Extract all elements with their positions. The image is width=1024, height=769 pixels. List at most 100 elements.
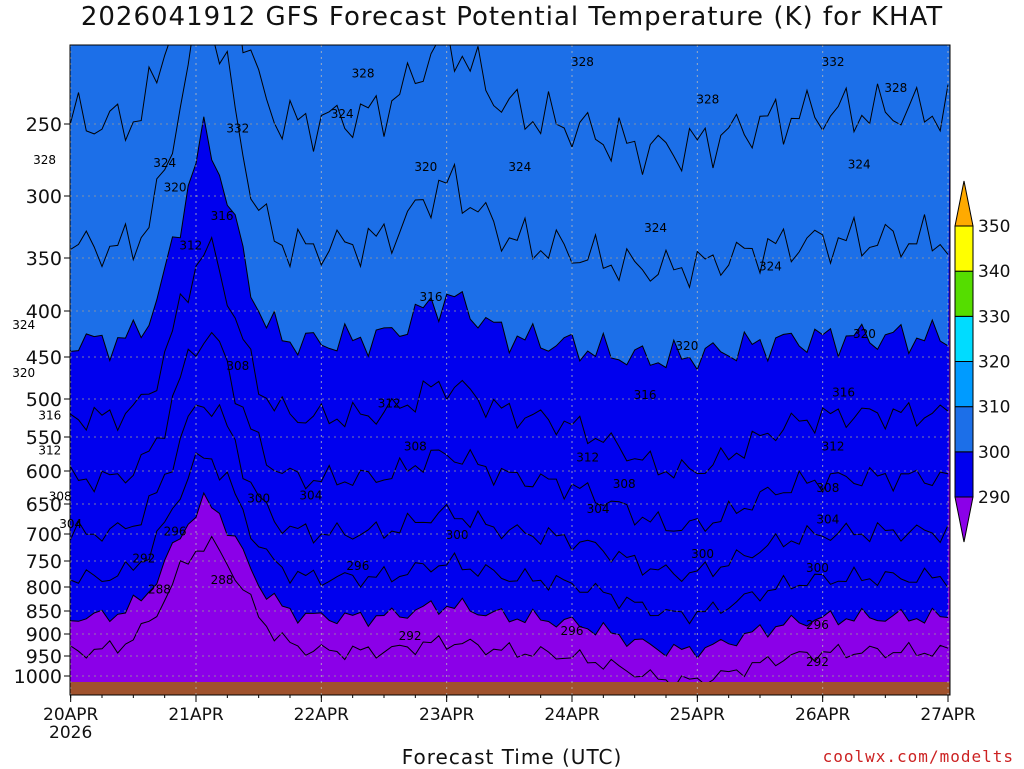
band-344 [8, 0, 950, 45]
credit-link[interactable]: coolwx.com/modelts [822, 747, 1014, 766]
contour-label: 300 [806, 561, 829, 575]
contour-label: 316 [634, 388, 657, 402]
y-tick-label: 700 [26, 524, 62, 546]
band-328 [8, 0, 950, 45]
contour-label: 296 [164, 525, 187, 539]
colorbar-label: 350 [978, 217, 1010, 237]
contour-label: 328 [696, 93, 719, 107]
contour-label: 308 [816, 481, 839, 495]
x-tick-label: 25APR [670, 705, 726, 725]
contour-label: 292 [399, 629, 422, 643]
x-tick-label: 23APR [419, 705, 475, 725]
y-tick-label: 600 [26, 461, 62, 483]
contour-label: 328 [571, 55, 594, 69]
y-tick-label: 350 [26, 248, 62, 270]
contour-label: 320 [675, 339, 698, 353]
x-axis-label: Forecast Time (UTC) [401, 745, 623, 769]
x-tick-label: 20APR [43, 705, 99, 725]
contour-label: 320 [414, 160, 437, 174]
contour-label: 308 [226, 359, 249, 373]
contour-label: 304 [587, 502, 610, 516]
plot-frame [69, 44, 951, 696]
contour-label: 320 [12, 366, 35, 380]
contour-label: 324 [508, 160, 531, 174]
y-tick-label: 900 [26, 624, 62, 646]
y-tick-label: 650 [26, 494, 62, 516]
contour-label: 320 [853, 327, 876, 341]
band-338 [8, 0, 950, 45]
contour-line-288 [70, 535, 949, 690]
x-tick-label: 22APR [294, 705, 350, 725]
contour-line-292 [70, 452, 949, 625]
chart-svg: 328 328 332 328 328 328 324 332 324 320 324 324 320 3… [8, 0, 1010, 740]
band-334 [8, 0, 950, 45]
contour-label: 324 [331, 107, 354, 121]
contour-label: 304 [299, 488, 322, 502]
contour-label: 296 [346, 559, 369, 573]
grid-lines [70, 45, 950, 695]
contour-line-304 [70, 45, 949, 175]
band-322 [8, 0, 950, 45]
contour-label: 316 [38, 409, 61, 423]
contour-label: 312 [378, 397, 401, 411]
y-tick-label: 450 [26, 347, 62, 369]
contour-line-300 [70, 116, 949, 371]
y-tick-label: 300 [26, 186, 62, 208]
contour-bands [8, 0, 950, 695]
band-310 [8, 0, 950, 45]
contour-line-290 [70, 491, 949, 660]
band-316 [8, 0, 950, 45]
y-tick-label: 750 [26, 551, 62, 573]
y-tick-label: 850 [26, 601, 62, 623]
contour-line-296 [70, 331, 949, 533]
band-332 [8, 0, 950, 45]
colorbar-label: 290 [978, 488, 1010, 508]
contour-label: 324 [153, 156, 176, 170]
contour-line-306 [8, 0, 948, 41]
y-axis: 2503003504004505005506006507007508008509… [14, 114, 70, 688]
contour-label: 328 [884, 81, 907, 95]
contour-label: 308 [613, 477, 636, 491]
band-320 [8, 0, 950, 45]
band-304 [70, 45, 950, 175]
contour-label: 332 [822, 55, 845, 69]
band-308 [8, 0, 950, 45]
contour-label: 288 [211, 573, 234, 587]
contour-label: 316 [211, 209, 234, 223]
colorbar-label: 310 [978, 398, 1010, 418]
contour-label: 316 [832, 385, 855, 399]
colorbar: 290 300 310 320 330 340 350 [954, 180, 1010, 543]
y-tick-label: 250 [26, 114, 62, 136]
contour-line-302 [70, 45, 949, 290]
contour-label: 308 [49, 490, 72, 504]
contour-label: 300 [691, 547, 714, 561]
ground-surface [70, 682, 950, 695]
contour-label: 312 [822, 440, 845, 454]
contour-label: 292 [132, 551, 155, 565]
contour-lines [8, 0, 949, 690]
y-tick-label: 400 [26, 301, 62, 323]
band-324 [8, 0, 950, 45]
colorbar-label: 300 [978, 443, 1010, 463]
contour-label: 300 [446, 528, 469, 542]
band-346 [8, 0, 950, 45]
contour-label: 312 [179, 239, 202, 253]
band-326 [8, 0, 950, 45]
band-350 [8, 0, 950, 45]
contour-line-298 [70, 236, 949, 479]
x-tick-sublabel: 2026 [49, 723, 92, 740]
colorbar-segment [954, 225, 974, 272]
contour-label: 332 [226, 121, 249, 135]
band-312 [8, 0, 950, 45]
contour-label: 304 [816, 513, 839, 527]
band-318 [8, 0, 950, 45]
colorbar-segment [954, 361, 974, 408]
contour-label: 324 [644, 221, 667, 235]
contour-label: 324 [12, 318, 35, 332]
contour-label: 316 [420, 290, 443, 304]
contour-line-294 [70, 403, 949, 583]
band-340 [8, 0, 950, 45]
band-342 [8, 0, 950, 45]
contour-label: 320 [164, 180, 187, 194]
